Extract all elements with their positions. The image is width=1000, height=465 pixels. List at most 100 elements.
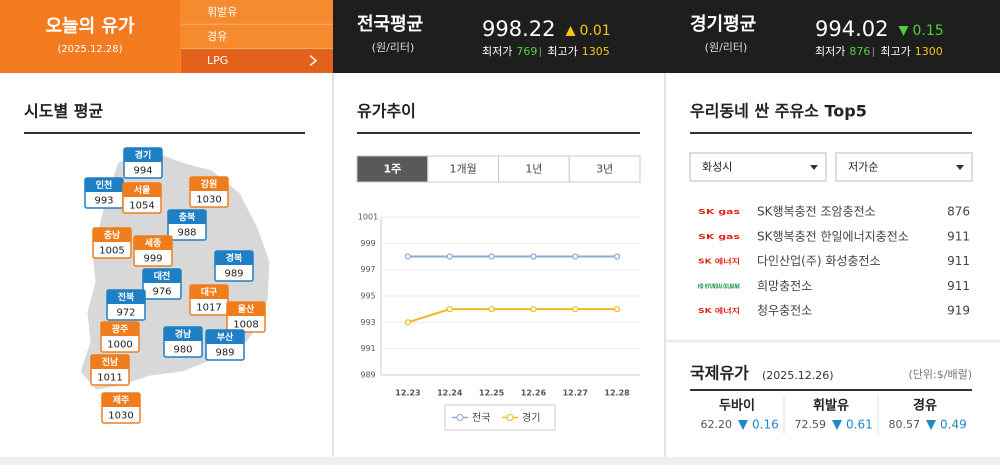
filter-select[interactable] <box>835 152 973 182</box>
section-title: 국제유가 <box>690 364 749 383</box>
data-point <box>404 319 412 326</box>
region-price: 1011 <box>97 373 122 384</box>
intl-name: 휘발유 <box>813 398 849 414</box>
region-price: 994 <box>133 166 152 177</box>
filter-value: 저가순 <box>848 161 878 174</box>
intl-change: 0.16 <box>752 418 779 432</box>
region-head <box>101 322 139 336</box>
x-tick-label: 12.25 <box>479 389 505 398</box>
region-name: 제주 <box>113 394 130 406</box>
chevron <box>309 55 318 67</box>
data-point <box>446 253 453 260</box>
period-tab[interactable] <box>568 155 641 183</box>
region-name: 대전 <box>154 270 171 282</box>
section-title: 우리동네 싼 주유소 Top5 <box>690 102 867 121</box>
region-head <box>164 327 202 341</box>
period-tab-label: 3년 <box>596 163 613 176</box>
min-price: 최저가 876 <box>815 45 870 58</box>
region-name: 서울 <box>134 184 151 196</box>
period-tab-label: 1년 <box>525 163 542 176</box>
region-head <box>168 210 206 224</box>
data-point <box>404 253 412 260</box>
max-value: 1305 <box>582 45 610 58</box>
region-price: 1030 <box>108 411 133 422</box>
change-arrow <box>832 420 842 430</box>
max-value: 1300 <box>915 45 943 58</box>
fuel-tab[interactable] <box>181 0 333 24</box>
station-price: 919 <box>947 304 970 318</box>
average-unit: (원/리터) <box>372 41 415 54</box>
station-name[interactable]: SK행복충전 조암충전소 <box>757 204 876 219</box>
region-head <box>134 236 172 250</box>
x-tick-label: 12.24 <box>437 389 463 398</box>
fuel-tab-label: 휘발유 <box>207 6 237 19</box>
intl-date: (2025.12.26) <box>762 369 834 382</box>
station-name[interactable]: 희망충전소 <box>757 279 812 293</box>
filter-value: 화성시 <box>702 161 732 174</box>
max-label: 최고가 <box>880 45 910 58</box>
legend-label: 경기 <box>522 411 540 424</box>
min-price: 최저가 769 <box>482 45 537 58</box>
region-head <box>190 177 228 191</box>
region-head <box>85 178 123 192</box>
change-arrow <box>926 420 936 430</box>
station-price: 911 <box>947 229 970 243</box>
region-head <box>206 330 244 344</box>
average-price: 998.22 <box>482 17 555 41</box>
filter-select[interactable] <box>689 152 827 182</box>
y-tick-label: 995 <box>360 292 375 301</box>
period-tab[interactable] <box>498 155 570 183</box>
region-name: 광주 <box>112 323 129 335</box>
intl-price: 72.59 <box>795 418 827 431</box>
max-price: 최고가 1305 <box>547 45 609 58</box>
region-price: 976 <box>152 287 171 298</box>
fuel-tab[interactable] <box>181 48 333 73</box>
data-point <box>572 253 579 260</box>
average-change: 0.15 <box>912 23 943 39</box>
station-name[interactable]: 청우충전소 <box>757 304 812 318</box>
header-title: 오늘의 유가 <box>45 16 135 37</box>
legend-marker <box>506 414 514 421</box>
region-price: 993 <box>94 196 113 207</box>
region-head <box>93 228 131 242</box>
region-price: 972 <box>116 308 135 319</box>
min-label: 최저가 <box>482 45 512 58</box>
y-tick-label: 993 <box>360 318 375 327</box>
intl-name: 두바이 <box>719 398 755 414</box>
station-price: 911 <box>947 279 970 293</box>
select-arrow <box>956 165 964 170</box>
region-price: 1008 <box>233 320 258 331</box>
min-label: 최저가 <box>815 45 845 58</box>
region-head <box>124 148 162 162</box>
region-price: 980 <box>173 345 192 356</box>
max-label: 최고가 <box>547 45 577 58</box>
series-line <box>407 308 618 324</box>
region-name: 세종 <box>145 237 162 249</box>
period-tab[interactable] <box>356 155 429 183</box>
region-name: 경남 <box>175 328 192 340</box>
region-name: 충남 <box>104 229 121 241</box>
station-name[interactable]: 다인산업(주) 화성충전소 <box>757 254 881 268</box>
x-tick-label: 12.26 <box>521 389 547 398</box>
brand-logo: SK gas <box>698 233 740 241</box>
y-tick-label: 999 <box>360 239 375 248</box>
region-price: 999 <box>143 254 162 265</box>
region-name: 전남 <box>102 356 119 368</box>
region-price: 1030 <box>196 195 221 206</box>
y-tick-label: 991 <box>360 344 375 353</box>
fuel-tab[interactable] <box>181 24 333 48</box>
region-head <box>107 290 145 304</box>
y-tick-label: 989 <box>360 371 375 380</box>
region-price: 1000 <box>107 340 132 351</box>
y-tick-label: 1001 <box>358 213 378 222</box>
region-name: 전북 <box>118 291 135 303</box>
region-head <box>215 251 253 265</box>
station-name[interactable]: SK행복충전 한일에너지충전소 <box>757 228 909 243</box>
fuel-tab-label: 경유 <box>207 30 227 43</box>
average-price: 994.02 <box>815 17 888 41</box>
average-label: 경기평균 <box>690 14 756 35</box>
region-price: 988 <box>177 228 196 239</box>
region-head <box>123 183 161 197</box>
